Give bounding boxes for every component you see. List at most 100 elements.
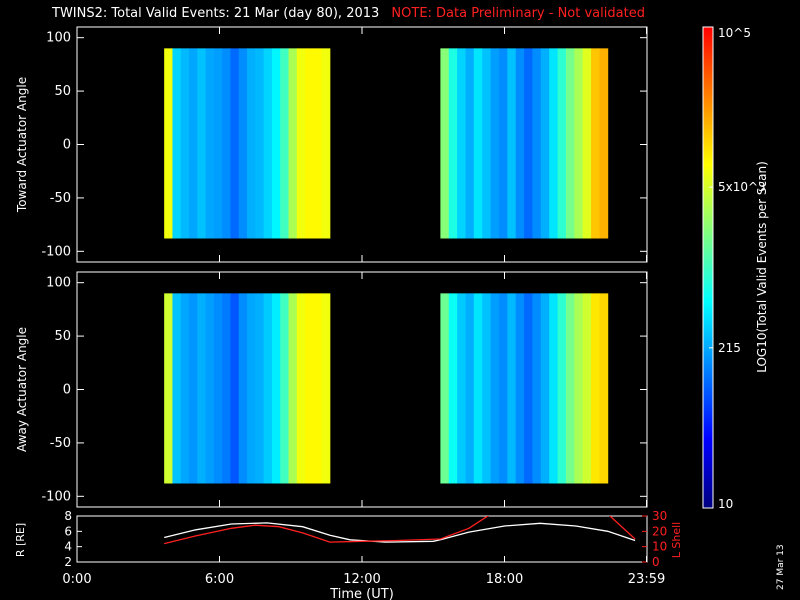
away-block1-column xyxy=(507,293,517,484)
away-block1-column xyxy=(574,293,584,484)
toward-block1-column xyxy=(540,48,550,239)
away-block0-column xyxy=(180,293,190,484)
toward-block1-column xyxy=(524,48,533,239)
away-block0-column xyxy=(296,293,306,484)
title-note: NOTE: Data Preliminary - Not validated xyxy=(391,6,645,21)
colorbar-tick-label: 10 xyxy=(718,497,733,511)
chart-title: TWINS2: Total Valid Events: 21 Mar (day … xyxy=(52,6,645,21)
toward-block0-column xyxy=(263,48,273,239)
colorbar-tick-label: 10^5 xyxy=(718,26,751,40)
away-block1-column xyxy=(524,293,533,484)
away-block0-column xyxy=(213,293,223,484)
toward-block1-column xyxy=(574,48,584,239)
toward-block1-column xyxy=(515,48,525,239)
xtick-label: 6:00 xyxy=(205,572,234,587)
toward-block0-column xyxy=(230,48,240,239)
toward-block1-column xyxy=(532,48,542,239)
away-block1-column xyxy=(457,293,466,484)
panel-toward: 100 50 0 -50 -100 Toward Actuator Angle xyxy=(15,26,648,263)
lshell-ytick-label: 30 xyxy=(652,509,667,523)
away-block1-column xyxy=(498,293,508,484)
away-block0-column xyxy=(197,293,207,484)
toward-block0-column xyxy=(280,48,289,239)
toward-block0-column xyxy=(313,48,323,239)
away-block0-column xyxy=(271,293,281,484)
toward-block1-column xyxy=(591,48,600,239)
toward-ytick-label: 0 xyxy=(63,138,71,153)
toward-ylabel: Toward Actuator Angle xyxy=(15,77,29,213)
away-ytick-label: -50 xyxy=(50,436,71,451)
away-block1-column xyxy=(582,293,592,484)
xtick-label: 23:59 xyxy=(628,572,665,587)
away-block1-column xyxy=(532,293,542,484)
away-ylabel: Away Actuator Angle xyxy=(15,327,29,452)
toward-block1-column xyxy=(473,48,483,239)
away-block0-column xyxy=(230,293,240,484)
colorbar-tick-label: 5x10^3 xyxy=(718,180,766,194)
toward-block0-column xyxy=(305,48,314,239)
away-block0-column xyxy=(288,293,298,484)
away-block0-column xyxy=(172,293,182,484)
toward-ytick-label: -50 xyxy=(50,191,71,206)
r-ytick-label: 8 xyxy=(64,509,72,523)
toward-block1-column xyxy=(549,48,558,239)
xtick-label: 12:00 xyxy=(343,572,380,587)
colorbar: 10 215 5x10^3 10^5 LOG10(Total Valid Events … xyxy=(702,26,769,511)
toward-block1-column xyxy=(599,48,609,239)
away-block0-column xyxy=(313,293,323,484)
away-block1-column xyxy=(565,293,575,484)
r-ytick-label: 2 xyxy=(64,555,72,569)
away-block0-column xyxy=(247,293,256,484)
away-block1-column xyxy=(515,293,525,484)
away-ytick-label: -100 xyxy=(41,489,71,504)
toward-block1-column xyxy=(482,48,491,239)
away-block0-column xyxy=(280,293,289,484)
toward-block1-column xyxy=(565,48,575,239)
colorbar-strip xyxy=(702,26,714,509)
r-ytick-label: 6 xyxy=(64,524,72,538)
away-block1-column xyxy=(591,293,600,484)
lshell-ytick-label: 10 xyxy=(652,540,667,554)
away-block0-column xyxy=(321,293,331,484)
toward-block1-column xyxy=(498,48,508,239)
colorbar-label: LOG10(Total Valid Events per Scan) xyxy=(755,161,769,373)
r-distance-series xyxy=(164,522,636,543)
toward-block0-column xyxy=(197,48,207,239)
toward-block1-column xyxy=(448,48,458,239)
toward-block0-column xyxy=(172,48,182,239)
away-block1-column xyxy=(490,293,500,484)
l-shell-series xyxy=(164,516,636,545)
toward-block1-column xyxy=(440,48,450,239)
away-block0-column xyxy=(205,293,215,484)
away-block1-column xyxy=(448,293,458,484)
toward-block0-column xyxy=(271,48,281,239)
toward-block1-column xyxy=(557,48,567,239)
away-block0-column xyxy=(164,293,173,484)
lshell-ytick-label: 20 xyxy=(652,524,667,538)
toward-ytick-label: -100 xyxy=(41,244,71,259)
away-block0-column xyxy=(189,293,198,484)
toward-block0-column xyxy=(180,48,190,239)
toward-block0-column xyxy=(255,48,265,239)
toward-block0-column xyxy=(238,48,248,239)
toward-block1-column xyxy=(507,48,517,239)
xtick-label: 18:00 xyxy=(486,572,523,587)
panel-away: 100 50 0 -50 -100 Away Actuator Angle xyxy=(15,271,648,508)
toward-block0-column xyxy=(222,48,231,239)
toward-block0-column xyxy=(296,48,306,239)
lshell-axis-label: L Shell xyxy=(670,522,683,558)
away-block0-column xyxy=(255,293,265,484)
toward-block1-column xyxy=(465,48,475,239)
xtick-label: 0:00 xyxy=(62,572,91,587)
away-ytick-label: 50 xyxy=(54,329,71,344)
toward-block0-column xyxy=(288,48,298,239)
away-block0-column xyxy=(263,293,273,484)
away-block1-column xyxy=(549,293,558,484)
away-block0-column xyxy=(222,293,231,484)
toward-block0-column xyxy=(164,48,173,239)
away-ytick-label: 100 xyxy=(46,276,71,291)
away-block0-column xyxy=(305,293,314,484)
toward-block1-column xyxy=(582,48,592,239)
